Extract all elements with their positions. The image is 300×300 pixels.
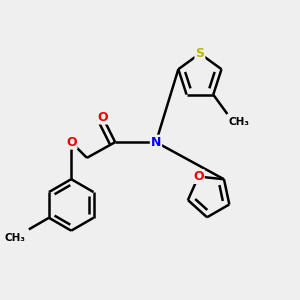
Text: O: O	[193, 170, 204, 183]
Text: O: O	[66, 136, 76, 149]
Text: N: N	[151, 136, 161, 149]
Text: CH₃: CH₃	[229, 117, 250, 127]
Text: S: S	[195, 47, 204, 60]
Text: CH₃: CH₃	[5, 232, 26, 242]
Text: O: O	[97, 110, 108, 124]
